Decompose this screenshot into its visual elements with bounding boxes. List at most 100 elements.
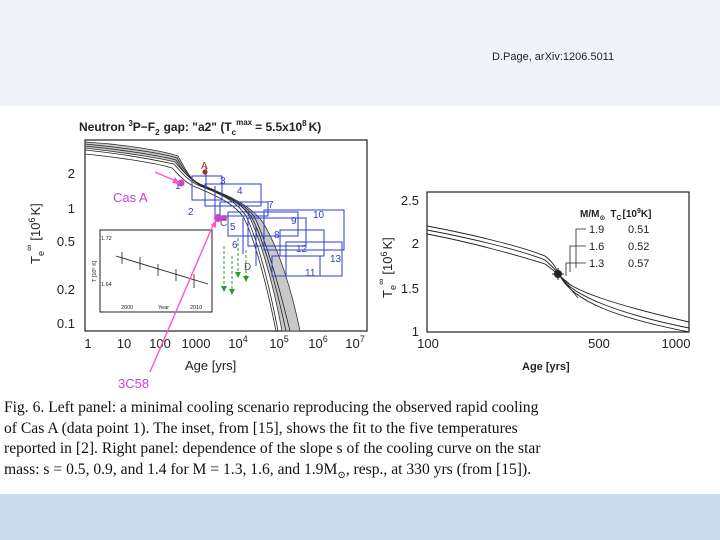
cas-a-point <box>177 179 185 187</box>
point-number: 2 <box>188 207 194 218</box>
caption-line: mass: s = 0.5, 0.9, and 1.4 for M = 1.3,… <box>4 460 532 481</box>
y-tick-label: 1.5 <box>401 281 419 296</box>
left-x-ticks: 1 10 100 1000 104 105 106 107 <box>84 334 364 351</box>
y-tick-label: 1 <box>68 201 75 216</box>
caption-line: of Cas A (data point 1). The inset, from… <box>4 419 518 437</box>
cooling-band <box>84 141 301 332</box>
upper-limit-arrows <box>221 272 249 295</box>
legend-mass: 1.3 <box>589 258 604 270</box>
x-tick-label: 1000 <box>182 336 211 351</box>
legend-mass: 1.9 <box>589 224 604 236</box>
legend-leader <box>575 228 586 268</box>
inset-ylabel: T [10⁶ K] <box>91 260 98 282</box>
x-tick-label: 107 <box>345 334 364 351</box>
data-box <box>263 209 345 251</box>
inset-xtick: 2010 <box>190 305 202 311</box>
arrow-cas-a-head <box>172 177 180 184</box>
data-box <box>227 211 299 237</box>
y-tick-label: 2 <box>412 236 419 251</box>
point-number: 4 <box>237 186 243 197</box>
letter-label-d: D <box>244 262 251 273</box>
left-y-axis-label: Te∞[106K] <box>24 203 46 264</box>
right-x-ticks: 100 500 1000 <box>417 336 690 351</box>
arrow-3c58-head <box>211 220 216 228</box>
right-y-ticks: 2.5 2 1.5 1 <box>401 193 419 339</box>
data-box <box>219 201 269 217</box>
x-tick-label: 104 <box>228 334 247 351</box>
letter-label-a: A <box>201 161 208 172</box>
legend-leader <box>569 245 586 272</box>
right-slope-marker <box>559 275 579 299</box>
legend-tc: 0.51 <box>628 224 649 236</box>
legend-tc: 0.52 <box>628 241 649 253</box>
inset-frame <box>99 229 213 313</box>
right-x-axis-label: Age [yrs] <box>522 361 570 373</box>
point-number: 11 <box>305 268 316 279</box>
slide-footer-band <box>0 494 720 540</box>
legend-mass: 1.6 <box>589 241 604 253</box>
x-tick-label: 1 <box>84 336 91 351</box>
caption-line: Fig. 6. Left panel: a minimal cooling sc… <box>4 399 539 416</box>
left-x-axis-label: Age [yrs] <box>185 358 236 373</box>
right-slope-marker <box>559 275 573 287</box>
legend-tc: 0.57 <box>628 258 649 270</box>
point-number: 1 <box>175 181 181 192</box>
caption-line: reported in [2]. Right panel: dependence… <box>4 440 541 457</box>
point-number: 12 <box>296 244 308 255</box>
right-cooling-curve <box>426 233 690 333</box>
point-number: 6 <box>232 240 238 251</box>
right-plot-frame <box>426 191 690 333</box>
right-y-axis-label: Te∞[106K] <box>376 237 398 298</box>
x-tick-label: 100 <box>417 336 439 351</box>
annotation-3c58: 3C58 <box>118 376 149 391</box>
y-tick-label: 0.5 <box>57 234 75 249</box>
upper-limits <box>223 238 247 291</box>
figure-caption: Fig. 6. Left panel: a minimal cooling sc… <box>4 398 712 486</box>
arrow-3c58 <box>149 222 215 373</box>
x-tick-label: 105 <box>269 334 288 351</box>
upper-limit-arrow <box>235 272 241 278</box>
data-point-a <box>202 169 208 175</box>
inset-fit-line <box>115 255 209 285</box>
data-box <box>247 217 307 247</box>
3c58-point <box>221 215 227 221</box>
x-tick-label: 1000 <box>662 336 691 351</box>
data-box <box>271 255 321 277</box>
slide-header-band <box>0 0 720 106</box>
x-tick-label: 500 <box>588 336 610 351</box>
data-boxes <box>191 175 345 277</box>
y-tick-label: 0.1 <box>57 316 75 331</box>
data-box <box>191 175 223 201</box>
point-number: 9 <box>291 216 297 227</box>
upper-limit-arrow <box>243 276 249 282</box>
legend-leader <box>565 262 586 276</box>
point-number: 3 <box>220 176 226 187</box>
x-tick-label: 106 <box>308 334 327 351</box>
point-numbers: 1 2 3 4 5 6 7 8 9 10 11 12 13 <box>175 176 342 279</box>
annotation-cas-a: Cas A <box>113 190 148 205</box>
y-tick-label: 2.5 <box>401 193 419 208</box>
letter-label-c: C <box>220 218 227 229</box>
point-number: 8 <box>274 230 280 241</box>
cooling-curve <box>84 153 277 332</box>
inset-ytick: 1.64 <box>101 282 112 288</box>
x-tick-label: 100 <box>149 336 171 351</box>
y-tick-label: 2 <box>68 166 75 181</box>
figure-svg: Neutron 3P−F2 gap: "a2" (Tcmax = 5.5x108 K) <box>24 118 690 391</box>
left-plot-frame <box>84 139 368 332</box>
y-tick-label: 1 <box>412 324 419 339</box>
inset-error-bars <box>121 252 195 288</box>
left-y-ticks: 2 1 0.5 0.2 0.1 <box>57 166 75 331</box>
legend-rows: 1.9 0.51 1.6 0.52 1.3 0.57 <box>589 224 649 270</box>
right-cooling-curve <box>426 225 690 323</box>
x-tick-label: 10 <box>117 336 131 351</box>
inset-ytick: 1.72 <box>101 236 112 242</box>
inset-xlabel: Year <box>158 305 169 311</box>
legend-leaders <box>565 228 586 276</box>
reference-text: D.Page, arXiv:1206.5011 <box>492 51 615 63</box>
point-number: 13 <box>330 254 342 265</box>
right-cooling-curve <box>426 229 690 329</box>
y-tick-label: 0.2 <box>57 282 75 297</box>
inset-xtick: 2000 <box>121 305 133 311</box>
data-box <box>204 183 262 207</box>
